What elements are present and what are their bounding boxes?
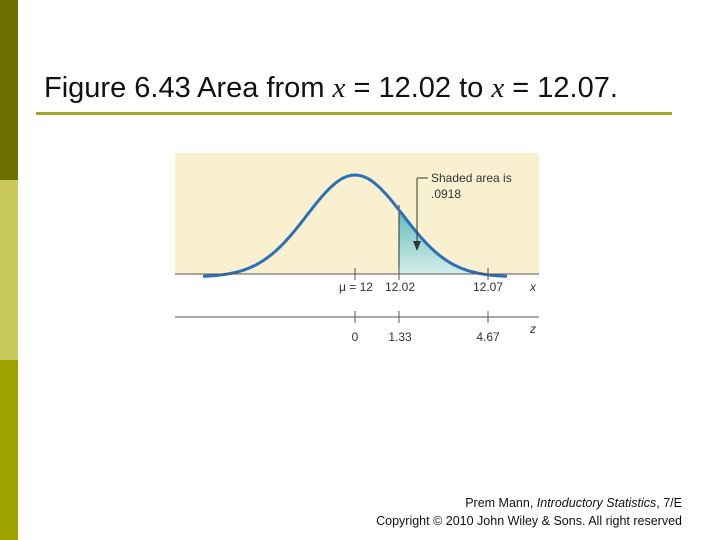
z-axis-label: z — [529, 322, 536, 336]
z-tick-label-0: 0 — [352, 330, 359, 344]
footer-edition: , 7/E — [656, 496, 682, 510]
figure-panel — [175, 153, 539, 274]
footer-author: Prem Mann, — [465, 496, 537, 510]
x-tick-label-mu: μ = 12 — [339, 280, 373, 294]
normal-curve-figure: Shaded area is .0918 μ = 12 12.02 12.07 … — [175, 153, 539, 344]
shaded-area — [399, 210, 488, 275]
footer-copyright: Copyright © 2010 John Wiley & Sons. All … — [376, 514, 682, 528]
x-tick-label-12-02: 12.02 — [385, 280, 415, 294]
z-tick-label-4-67: 4.67 — [476, 330, 500, 344]
title-variable-2: x — [491, 72, 505, 104]
annotation-line-2: .0918 — [431, 187, 461, 201]
title-variable-1: x — [332, 72, 346, 104]
footer-citation: Prem Mann, Introductory Statistics, 7/E — [376, 494, 682, 512]
slide-title: Figure 6.43 Area from x = 12.02 to x = 1… — [44, 72, 704, 105]
x-tick-label-12-07: 12.07 — [473, 280, 503, 294]
sidebar-accent-bottom — [0, 360, 18, 540]
title-prefix: Figure 6.43 Area from — [44, 72, 333, 104]
title-underline — [36, 112, 672, 115]
annotation-arrow-head — [413, 241, 421, 251]
slide-footer: Prem Mann, Introductory Statistics, 7/E … — [376, 494, 682, 530]
title-middle: = 12.02 to — [345, 72, 492, 104]
z-tick-label-1-33: 1.33 — [388, 330, 412, 344]
x-axis-label: x — [529, 280, 537, 294]
title-suffix: = 12.07. — [504, 72, 618, 104]
footer-book-title: Introductory Statistics — [536, 496, 657, 510]
normal-curve — [202, 173, 508, 278]
annotation-line-1: Shaded area is — [431, 171, 512, 185]
sidebar-accent-top — [0, 0, 18, 180]
sidebar-accent-middle — [0, 180, 18, 360]
